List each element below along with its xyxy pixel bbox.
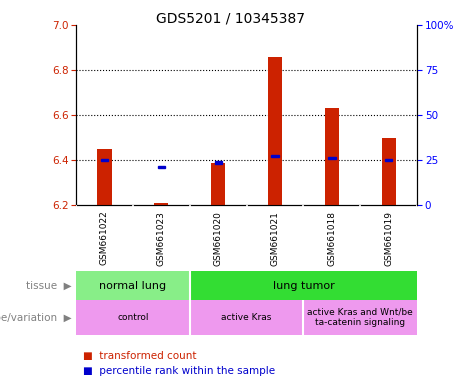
Text: genotype/variation  ▶: genotype/variation ▶ — [0, 313, 71, 323]
Text: GSM661019: GSM661019 — [384, 210, 393, 266]
Bar — [97, 149, 112, 205]
Bar — [328, 157, 336, 159]
Text: ■  percentile rank within the sample: ■ percentile rank within the sample — [83, 366, 275, 376]
Bar — [101, 159, 108, 162]
Text: GDS5201 / 10345387: GDS5201 / 10345387 — [156, 12, 305, 25]
FancyBboxPatch shape — [190, 271, 417, 300]
Text: lung tumor: lung tumor — [272, 280, 334, 291]
Text: active Kras: active Kras — [221, 313, 272, 322]
Bar — [268, 56, 282, 205]
Text: GSM661020: GSM661020 — [214, 211, 223, 265]
Text: GSM661022: GSM661022 — [100, 211, 109, 265]
Bar — [382, 138, 396, 205]
Bar — [214, 161, 222, 164]
FancyBboxPatch shape — [76, 300, 190, 335]
Text: GSM661018: GSM661018 — [327, 210, 337, 266]
Text: ■  transformed count: ■ transformed count — [83, 351, 196, 361]
FancyBboxPatch shape — [303, 300, 417, 335]
FancyBboxPatch shape — [190, 300, 303, 335]
Text: GSM661021: GSM661021 — [271, 211, 279, 265]
Text: GSM661023: GSM661023 — [157, 211, 166, 265]
Text: active Kras and Wnt/be
ta-catenin signaling: active Kras and Wnt/be ta-catenin signal… — [307, 308, 413, 327]
FancyBboxPatch shape — [76, 271, 190, 300]
Text: tissue  ▶: tissue ▶ — [26, 280, 71, 291]
Bar — [154, 203, 168, 205]
Bar — [325, 108, 339, 205]
Text: normal lung: normal lung — [100, 280, 166, 291]
Bar — [211, 162, 225, 205]
Bar — [385, 159, 392, 162]
Text: control: control — [117, 313, 148, 322]
Bar — [272, 155, 279, 157]
Bar — [158, 166, 165, 168]
